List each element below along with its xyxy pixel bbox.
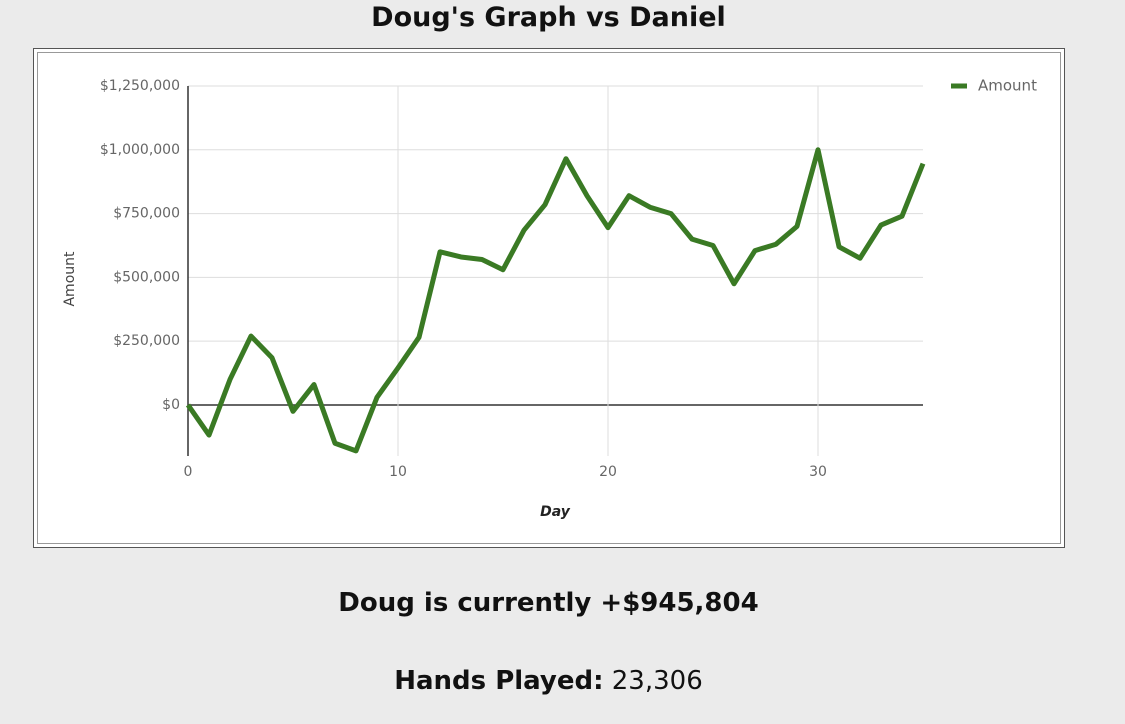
- x-tick-label: 30: [809, 464, 827, 480]
- hands-value: 23,306: [611, 666, 703, 696]
- status-text: Doug is currently +$945,804: [338, 588, 759, 618]
- y-axis-label: Amount: [62, 251, 78, 307]
- y-tick-label: $1,250,000: [100, 78, 180, 94]
- hands-played: Hands Played: 23,306: [0, 666, 1097, 696]
- y-tick-label: $1,000,000: [100, 142, 180, 158]
- x-tick-label: 10: [389, 464, 407, 480]
- page-title: Doug's Graph vs Daniel: [371, 2, 726, 33]
- y-tick-label: $0: [162, 397, 180, 413]
- legend-label: Amount: [978, 77, 1037, 95]
- line: [185, 147, 926, 454]
- chart: Amount Day $0 $250,000 $500,000 $750,000 $1,…: [33, 48, 1065, 548]
- x-tick-label: 0: [184, 464, 193, 480]
- x-tick-label: 20: [599, 464, 617, 480]
- hands-label: Hands Played:: [394, 666, 604, 696]
- y-tick-label: $250,000: [113, 333, 180, 349]
- x-axis-label: Day: [540, 504, 571, 520]
- y-tick-label: $750,000: [113, 206, 180, 222]
- y-tick-label: $500,000: [113, 269, 180, 285]
